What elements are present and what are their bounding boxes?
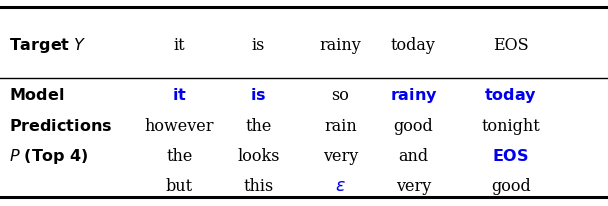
Text: looks: looks <box>237 148 280 165</box>
Text: very: very <box>396 178 431 195</box>
Text: today: today <box>391 37 436 54</box>
Text: tonight: tonight <box>482 118 540 135</box>
Text: very: very <box>323 148 358 165</box>
Text: $\mathit{P}$ $\mathbf{(Top\ 4)}$: $\mathit{P}$ $\mathbf{(Top\ 4)}$ <box>9 147 89 166</box>
Text: $\mathbf{Predictions}$: $\mathbf{Predictions}$ <box>9 118 112 135</box>
Text: $\mathbf{is}$: $\mathbf{is}$ <box>250 87 266 104</box>
Text: $\mathbf{it}$: $\mathbf{it}$ <box>172 87 187 104</box>
Text: EOS: EOS <box>493 37 528 54</box>
Text: rain: rain <box>324 118 357 135</box>
Text: rainy: rainy <box>320 37 361 54</box>
Text: it: it <box>173 37 185 54</box>
Text: good: good <box>393 118 434 135</box>
Text: so: so <box>331 87 350 104</box>
Text: good: good <box>491 178 531 195</box>
Text: $\mathbf{EOS}$: $\mathbf{EOS}$ <box>492 148 529 165</box>
Text: but: but <box>166 178 193 195</box>
Text: $\varepsilon$: $\varepsilon$ <box>335 178 346 195</box>
Text: however: however <box>145 118 214 135</box>
Text: $\mathbf{today}$: $\mathbf{today}$ <box>484 86 537 105</box>
Text: this: this <box>243 178 274 195</box>
Text: $\mathbf{Target}$ $\mathit{Y}$: $\mathbf{Target}$ $\mathit{Y}$ <box>9 36 86 55</box>
Text: $\mathbf{rainy}$: $\mathbf{rainy}$ <box>390 86 437 105</box>
Text: $\mathbf{Model}$: $\mathbf{Model}$ <box>9 87 64 104</box>
Text: the: the <box>245 118 272 135</box>
Text: and: and <box>398 148 429 165</box>
Text: the: the <box>166 148 193 165</box>
Text: is: is <box>252 37 265 54</box>
